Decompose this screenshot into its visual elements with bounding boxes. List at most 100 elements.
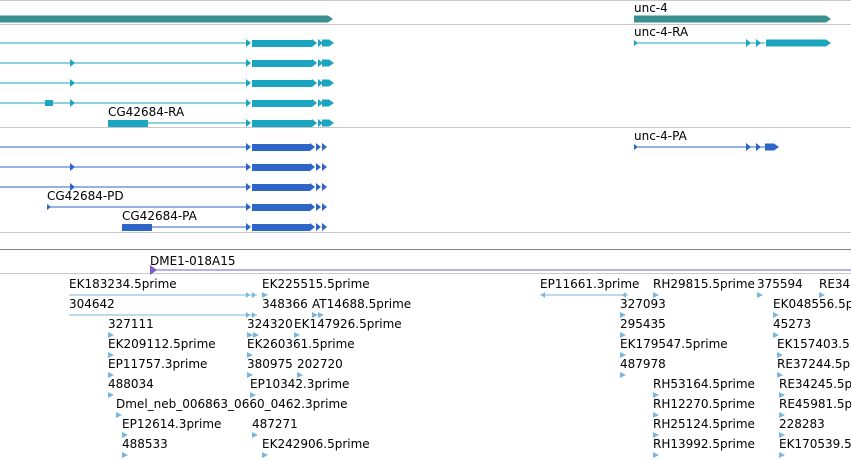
est-label[interactable]: 228283 [779, 417, 825, 431]
est-label[interactable]: RE37244.5p [777, 357, 851, 371]
exon-block[interactable] [322, 99, 334, 107]
transcript-label-cg42684-ra[interactable]: CG42684-RA [108, 105, 185, 119]
transcript-label-cg42684-pd[interactable]: CG42684-PD [47, 189, 124, 203]
exon-block[interactable] [322, 79, 334, 87]
exon-block[interactable] [108, 120, 148, 127]
est-marker-icon[interactable] [620, 352, 626, 358]
est-marker-icon[interactable] [620, 332, 626, 338]
est-marker-icon[interactable] [108, 352, 114, 358]
exon-block[interactable] [45, 100, 53, 106]
est-marker-icon[interactable] [247, 332, 253, 338]
exon-block[interactable] [634, 15, 831, 23]
est-label[interactable]: EP10342.3prime [250, 377, 350, 391]
est-label[interactable]: 45273 [773, 317, 812, 331]
est-marker-icon[interactable] [653, 292, 659, 298]
est-marker-icon[interactable] [777, 372, 783, 378]
est-marker-icon[interactable] [108, 392, 114, 398]
est-label[interactable]: RH53164.5prime [653, 377, 755, 391]
exon-block[interactable] [322, 59, 334, 67]
exon-block[interactable] [252, 80, 312, 87]
est-label[interactable]: RE34 [819, 277, 851, 291]
est-marker-icon[interactable] [122, 432, 128, 438]
est-label[interactable]: 488034 [108, 377, 154, 391]
est-marker-icon[interactable] [653, 412, 659, 418]
est-label[interactable]: 488533 [122, 437, 168, 451]
est-marker-icon[interactable] [116, 412, 122, 418]
est-marker-icon[interactable] [653, 452, 659, 458]
exon-block[interactable] [252, 144, 310, 151]
est-marker-icon[interactable] [312, 312, 318, 318]
est-label[interactable]: Dmel_neb_006863_0660_0462.3prime [116, 397, 348, 411]
est-label[interactable]: RE45981.5p [779, 397, 851, 411]
est-marker-icon[interactable] [247, 372, 253, 378]
est-label[interactable]: 487271 [252, 417, 298, 431]
est-label[interactable]: 487978 [620, 357, 666, 371]
est-label[interactable]: EK170539.5 [779, 437, 851, 451]
est-label[interactable]: EK179547.5prime [620, 337, 728, 351]
est-label[interactable]: EP11757.3prime [108, 357, 208, 371]
est-label[interactable]: 304642 [69, 297, 115, 311]
exon-block[interactable] [252, 184, 310, 191]
est-label[interactable]: RH25124.5prime [653, 417, 755, 431]
transcript-label-unc-4-ra[interactable]: unc-4-RA [634, 25, 689, 39]
est-label[interactable]: RE34245.5p [779, 377, 851, 391]
est-label[interactable]: 327093 [620, 297, 666, 311]
est-label[interactable]: EK157403.5 [777, 337, 850, 351]
est-label[interactable]: RH29815.5prime [653, 277, 755, 291]
est-marker-icon[interactable] [773, 312, 779, 318]
exon-block[interactable] [122, 224, 152, 231]
exon-block[interactable] [766, 39, 831, 47]
est-marker-icon[interactable] [294, 332, 300, 338]
est-label[interactable]: EK209112.5prime [108, 337, 216, 351]
est-marker-icon[interactable] [653, 392, 659, 398]
est-marker-icon[interactable] [122, 452, 128, 458]
est-label[interactable]: 327111 [108, 317, 154, 331]
est-marker-icon[interactable] [773, 332, 779, 338]
est-marker-icon[interactable] [108, 372, 114, 378]
est-label[interactable]: EK183234.5prime [69, 277, 177, 291]
gene-label-unc-4[interactable]: unc-4 [634, 1, 668, 15]
est-label[interactable]: EP11661.3prime [540, 277, 640, 291]
est-label[interactable]: EP12614.3prime [122, 417, 222, 431]
est-label[interactable]: EK225515.5prime [262, 277, 370, 291]
est-marker-icon[interactable] [262, 292, 268, 298]
exon-block[interactable] [0, 15, 333, 23]
est-marker-icon[interactable] [757, 292, 763, 298]
exon-block[interactable] [252, 100, 312, 107]
est-label[interactable]: 295435 [620, 317, 666, 331]
est-marker-icon[interactable] [318, 312, 324, 318]
est-label[interactable]: AT14688.5prime [312, 297, 412, 311]
est-marker-icon[interactable] [620, 312, 626, 318]
est-marker-icon[interactable] [252, 432, 258, 438]
est-marker-icon[interactable] [819, 292, 825, 298]
exon-block[interactable] [322, 119, 334, 127]
est-marker-icon[interactable] [620, 372, 626, 378]
exon-block[interactable] [252, 120, 312, 127]
est-marker-icon[interactable] [779, 452, 785, 458]
est-label[interactable]: 324320 [247, 317, 293, 331]
est-label[interactable]: 348366 [262, 297, 308, 311]
est-marker-icon[interactable] [653, 432, 659, 438]
est-label[interactable]: 380975 [247, 357, 293, 371]
est-marker-icon[interactable] [262, 452, 268, 458]
est-marker-icon[interactable] [779, 432, 785, 438]
transcript-label-cg42684-pa[interactable]: CG42684-PA [122, 209, 197, 223]
est-label[interactable]: EK147926.5prime [294, 317, 402, 331]
est-label[interactable]: 375594 [757, 277, 803, 291]
exon-block[interactable] [765, 143, 779, 151]
est-label[interactable]: EK048556.5p [773, 297, 851, 311]
est-label[interactable]: RH13992.5prime [653, 437, 755, 451]
exon-block[interactable] [322, 39, 334, 47]
est-marker-icon[interactable] [297, 372, 303, 378]
est-label[interactable]: 202720 [297, 357, 343, 371]
exon-block[interactable] [252, 40, 312, 47]
est-marker-icon[interactable] [779, 412, 785, 418]
est-marker-icon[interactable] [108, 332, 114, 338]
clone-label-dme1-018a15[interactable]: DME1-018A15 [150, 254, 236, 268]
exon-block[interactable] [252, 204, 310, 211]
est-marker-icon[interactable] [250, 392, 256, 398]
est-label[interactable]: EK260361.5prime [247, 337, 355, 351]
est-label[interactable]: RH12270.5prime [653, 397, 755, 411]
exon-block[interactable] [252, 164, 310, 171]
est-marker-icon[interactable] [779, 392, 785, 398]
